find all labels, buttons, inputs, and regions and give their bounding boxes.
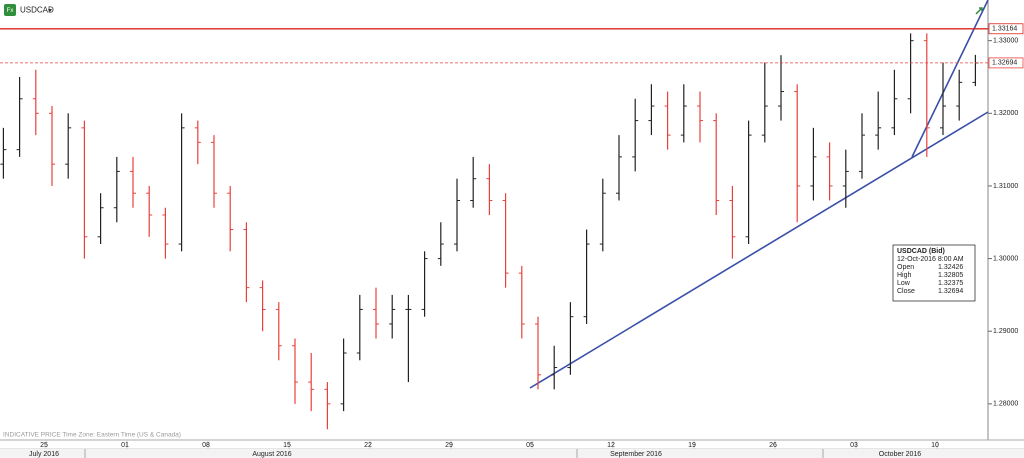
footer-note: INDICATIVE PRICE Time Zone: Eastern Time… <box>3 432 181 439</box>
month-label: July 2016 <box>29 451 59 458</box>
expand-icon[interactable] <box>975 7 983 15</box>
month-row <box>0 449 1024 458</box>
x-tick-label: 22 <box>364 442 372 449</box>
info-value: 1.32805 <box>938 272 963 279</box>
info-label: Open <box>897 264 914 271</box>
x-tick-label: 12 <box>607 442 615 449</box>
x-tick-label: 25 <box>40 442 48 449</box>
x-tick-label: 08 <box>202 442 210 449</box>
symbol-icon-text: Fx <box>7 8 14 14</box>
info-value: 1.32426 <box>938 264 963 271</box>
info-value: 1.32375 <box>938 280 963 287</box>
x-tick-label: 15 <box>283 442 291 449</box>
x-tick-label: 26 <box>769 442 777 449</box>
y-tick-label: 1.33000 <box>993 38 1018 45</box>
info-datetime: 12-Oct-2016 8:00 AM <box>897 256 964 263</box>
month-label: August 2016 <box>252 451 291 458</box>
symbol-name[interactable]: USDCAD <box>20 6 54 15</box>
symbol-icon[interactable] <box>4 4 16 16</box>
ohlc-bars <box>0 33 979 430</box>
y-tick-label: 1.30000 <box>993 255 1018 262</box>
info-box-frame <box>892 244 976 302</box>
info-box: USDCAD (Bid) 12-Oct-2016 8:00 AM Open 1.3… <box>892 244 976 302</box>
x-tick-label: 05 <box>526 442 534 449</box>
symbol-dropdown[interactable] <box>48 9 52 12</box>
x-tick-label: 01 <box>121 442 129 449</box>
y-tick-label: 1.29000 <box>993 328 1018 335</box>
trend-line[interactable] <box>911 0 989 158</box>
y-tick-label: 1.28000 <box>993 401 1018 408</box>
price-level-tag <box>988 57 1024 69</box>
info-label: Low <box>897 280 911 287</box>
y-tick-label: 1.32000 <box>993 110 1018 117</box>
info-title: USDCAD (Bid) <box>897 248 945 255</box>
month-label: September 2016 <box>610 451 662 458</box>
price-level-label: 1.33164 <box>992 26 1017 33</box>
x-tick-label: 19 <box>688 442 696 449</box>
x-tick-label: 03 <box>850 442 858 449</box>
info-label: Close <box>897 288 915 295</box>
x-tick-label: 10 <box>931 442 939 449</box>
price-level-tag <box>988 23 1024 35</box>
y-tick-label: 1.31000 <box>993 183 1018 190</box>
trend-line[interactable] <box>529 111 989 389</box>
info-label: High <box>897 272 912 279</box>
x-tick-label: 29 <box>445 442 453 449</box>
info-value: 1.32694 <box>938 288 963 295</box>
price-level-label: 1.32694 <box>992 60 1017 67</box>
month-label: October 2016 <box>879 451 922 458</box>
